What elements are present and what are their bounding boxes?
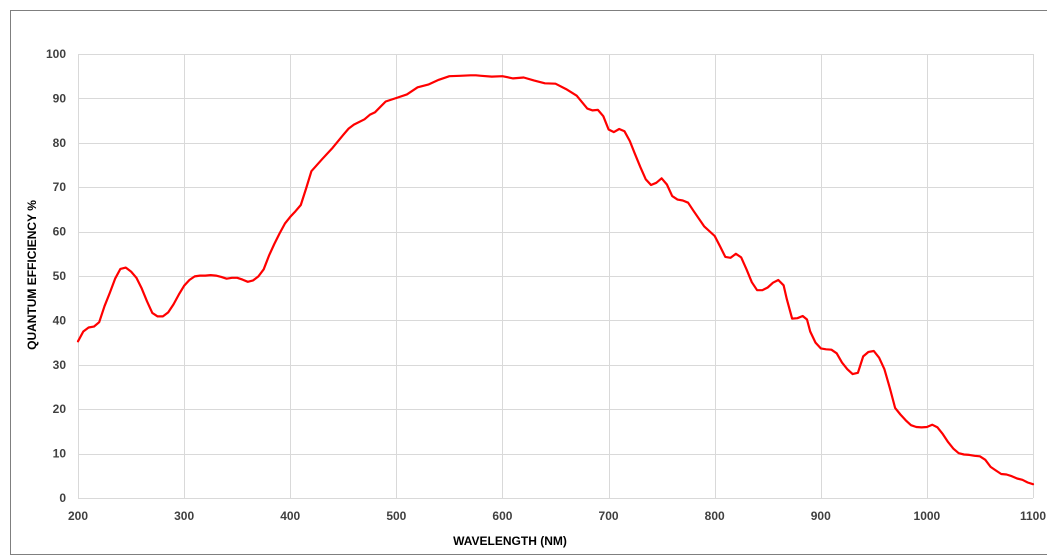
series-layer (76, 74, 1035, 486)
chart-frame (10, 10, 1047, 555)
y-tick-label: 70 (53, 180, 67, 194)
x-tick-label: 900 (811, 509, 831, 523)
y-tick-label: 30 (53, 358, 67, 372)
x-tick-label: 800 (705, 509, 725, 523)
y-tick-label: 40 (53, 313, 67, 327)
x-tick-label: 600 (492, 509, 512, 523)
x-tick-label: 1100 (1020, 509, 1046, 523)
x-tick-label: 400 (280, 509, 300, 523)
x-axis-title: WAVELENGTH (NM) (453, 534, 567, 548)
y-tick-label: 20 (53, 402, 67, 416)
y-tick-label: 100 (46, 47, 66, 61)
y-tick-label: 90 (53, 91, 67, 105)
y-tick-label: 50 (53, 269, 67, 283)
y-tick-label: 80 (53, 136, 67, 150)
x-tick-label: 1000 (914, 509, 941, 523)
y-tick-label: 10 (53, 447, 67, 461)
x-tick-label: 500 (386, 509, 406, 523)
y-axis-title: QUANTUM EFFICIENCY % (25, 200, 39, 350)
x-tick-label: 300 (174, 509, 194, 523)
y-tick-label: 0 (59, 491, 66, 505)
grid-layer (78, 54, 1034, 499)
y-tick-label: 60 (53, 225, 67, 239)
x-tick-label: 700 (599, 509, 619, 523)
series-line (76, 74, 1035, 486)
x-tick-label: 200 (68, 509, 88, 523)
tick-labels: 0 10 20 30 40 50 60 70 80 90 100 200 300 400 500 600 700… (46, 47, 1046, 523)
